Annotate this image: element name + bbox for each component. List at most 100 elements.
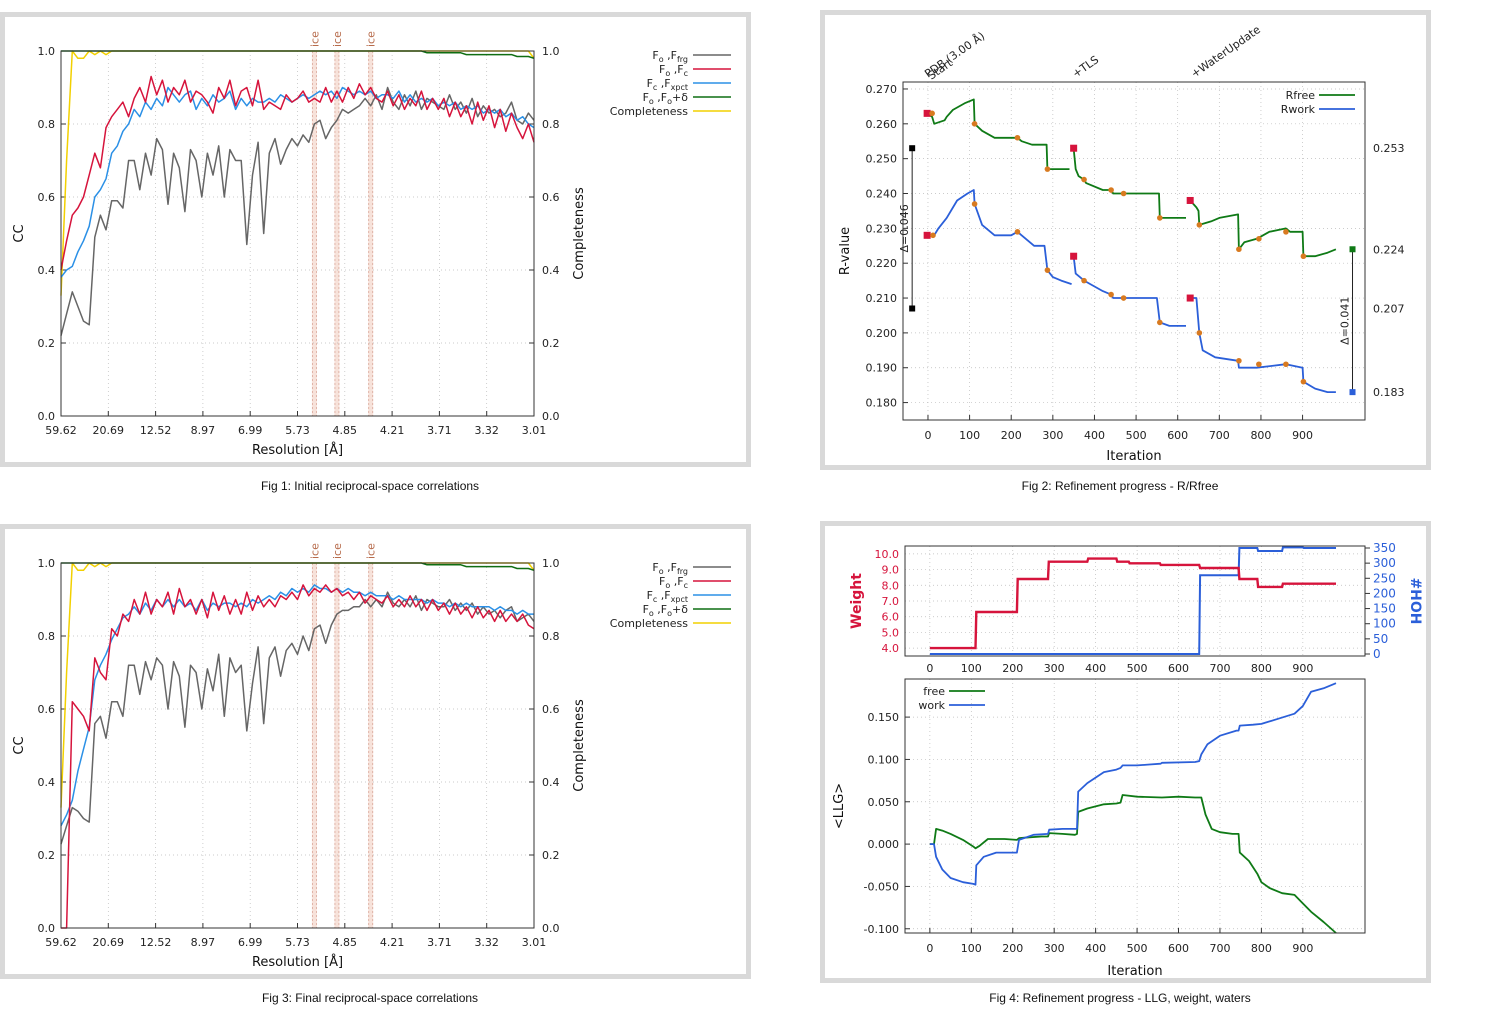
fig2-xtick-label: 900: [1292, 429, 1313, 442]
fig3-xtick-label: 3.01: [522, 936, 547, 949]
fig4-bottom-xtick-label: 800: [1251, 942, 1272, 955]
fig4-y-axis-label: <LLG>: [832, 783, 847, 829]
fig3-legend-fo_fc: Fo ,Fc: [659, 575, 688, 590]
fig4-llg-tick-label: -0.050: [864, 880, 899, 893]
fig2-annotation: +TLS: [1070, 53, 1101, 80]
fig2-legend-label: Rfree: [1286, 89, 1316, 102]
fig1-xtick-label: 3.01: [522, 424, 547, 437]
fig4-top-xtick-label: 600: [1168, 662, 1189, 675]
fig1-series-fo_ffrg: [60, 86, 535, 336]
fig4-top-xtick-label: 700: [1209, 662, 1230, 675]
fig2-marker-dot: [1236, 357, 1242, 364]
fig4-water-tick-label: 350: [1373, 541, 1396, 555]
fig2-marker-dot: [1120, 295, 1127, 301]
fig4-top-xtick-label: 500: [1127, 662, 1148, 675]
fig2-marker-dot: [1300, 378, 1307, 385]
fig1-ytick-label: 0.6: [38, 191, 56, 204]
fig3-caption: Fig 3: Final reciprocal-space correlatio…: [261, 991, 479, 1005]
fig2-ytick-label: 0.180: [866, 397, 898, 410]
fig2-marker-square: [923, 109, 931, 117]
fig4-bottom-xtick-label: 500: [1127, 942, 1148, 955]
fig3-ytick-label: 0.2: [38, 849, 56, 862]
fig2-marker-dot: [1283, 361, 1289, 368]
fig1-xtick-label: 59.62: [45, 424, 77, 437]
fig2-marker-dot: [1256, 236, 1262, 242]
fig2-caption: Fig 2: Refinement progress - R/Rfree: [1021, 479, 1219, 493]
fig2-marker-dot: [1236, 246, 1242, 253]
fig4-weight-tick-label: 5.0: [882, 626, 900, 639]
figure-1-panel: ice ice ice 0.0 0.0 0.2 0.2 0.4 0.4 0.6 0.6 0.8 0.8 1…: [0, 12, 751, 467]
fig4-water-tick-label: 250: [1373, 571, 1396, 585]
fig4-top-xtick-label: 800: [1251, 662, 1272, 675]
fig1-x-axis-label: Resolution [Å]: [252, 442, 343, 458]
fig2-marker-dot: [930, 232, 936, 239]
fig2-ytick-label: 0.240: [866, 188, 898, 201]
fig3-plot-frame: [60, 562, 535, 929]
figure-4-panel: 4.0 5.0 6.0 7.0 8.0 9.0 10.0 0 50 100 150 200 250 300…: [820, 521, 1431, 983]
fig4-llg-tick-label: 0.150: [868, 711, 900, 724]
fig1-y-axis-label: CC: [12, 224, 27, 242]
fig2-series-rfree: [1072, 148, 1186, 219]
fig2-marker-square: [1186, 196, 1194, 204]
fig1-xtick-label: 6.99: [238, 424, 263, 437]
fig2-marker-dot: [1283, 229, 1289, 235]
fig2-right-label: 0.207: [1373, 302, 1405, 315]
fig2-delta-label: Δ=0.046: [898, 204, 911, 252]
fig2-ytick-label: 0.200: [866, 327, 898, 340]
fig2-marker-dot: [1256, 361, 1262, 368]
fig1-ice-label: ice: [365, 31, 378, 47]
fig2-xtick-label: 500: [1126, 429, 1147, 442]
fig2-marker-dot: [1081, 277, 1087, 284]
fig2-marker-dot: [1196, 222, 1203, 228]
fig2-ytick-label: 0.260: [866, 118, 898, 131]
fig3-series-fc_fxpct: [60, 584, 534, 827]
fig2-marker-square: [1186, 294, 1194, 302]
fig1-xtick-label: 3.32: [474, 424, 499, 437]
fig1-y2tick-label: 0.8: [542, 118, 560, 131]
fig3-xtick-label: 8.97: [191, 936, 216, 949]
fig3-ytick-label: 0.4: [38, 776, 56, 789]
fig3-ice-band: [368, 563, 374, 928]
fig2-xtick-label: 200: [1001, 429, 1022, 442]
fig2-xtick-label: 400: [1084, 429, 1105, 442]
fig2-ytick-label: 0.210: [866, 292, 898, 305]
fig3-xtick-label: 59.62: [45, 936, 77, 949]
fig2-series-rwork: [1072, 256, 1186, 327]
fig4-llg-tick-label: -0.100: [864, 923, 899, 936]
fig2-series-rfree: [927, 98, 1070, 170]
fig1-ice-band: [311, 51, 317, 416]
fig2-marker-dot: [1196, 330, 1203, 336]
fig2-chart: 0.180 0.190 0.200 0.210 0.220 0.230 0.240 0.250…: [838, 23, 1405, 464]
fig4-top-xtick-label: 300: [1044, 662, 1065, 675]
fig4-weight-axis-label: Weight: [849, 573, 865, 629]
fig1-legend-fc_fxpct: Fc ,Fxpct: [647, 77, 688, 92]
fig3-xtick-label: 3.32: [474, 936, 499, 949]
fig2-marker-square: [923, 231, 931, 239]
fig2-marker-dot: [1157, 319, 1163, 326]
fig3-y2tick-label: 1.0: [542, 557, 560, 570]
fig2-marker-square: [1070, 144, 1078, 152]
fig2-marker-dot: [1081, 176, 1087, 183]
fig1-y2tick-label: 0.2: [542, 337, 560, 350]
fig3-xtick-label: 4.85: [333, 936, 358, 949]
fig4-bottom-xtick-label: 200: [1002, 942, 1023, 955]
fig4-llg-tick-label: 0.100: [868, 753, 900, 766]
fig3-ice-band: [334, 563, 340, 928]
fig3-legend-fo_fo_delta: Fo ,Fo+δ: [643, 603, 689, 618]
fig2-right-label: 0.183: [1373, 386, 1405, 399]
fig1-xtick-label: 4.21: [380, 424, 405, 437]
fig1-xtick-label: 12.52: [140, 424, 172, 437]
fig2-marker-dot: [1014, 229, 1021, 235]
fig2-right-label: 0.253: [1373, 142, 1405, 155]
fig1-legend-fo_ffrg: Fo ,Ffrg: [652, 49, 688, 64]
fig2-xtick-label: 100: [959, 429, 980, 442]
fig4-bottom-xtick-label: 600: [1168, 942, 1189, 955]
fig1-ice-band: [334, 51, 340, 416]
fig1-xtick-label: 20.69: [93, 424, 125, 437]
fig4-water-tick-label: 100: [1373, 617, 1396, 631]
fig2-marker-dot: [971, 121, 978, 127]
fig3-legend-completeness: Completeness: [610, 617, 688, 630]
fig1-xtick-label: 5.73: [285, 424, 310, 437]
